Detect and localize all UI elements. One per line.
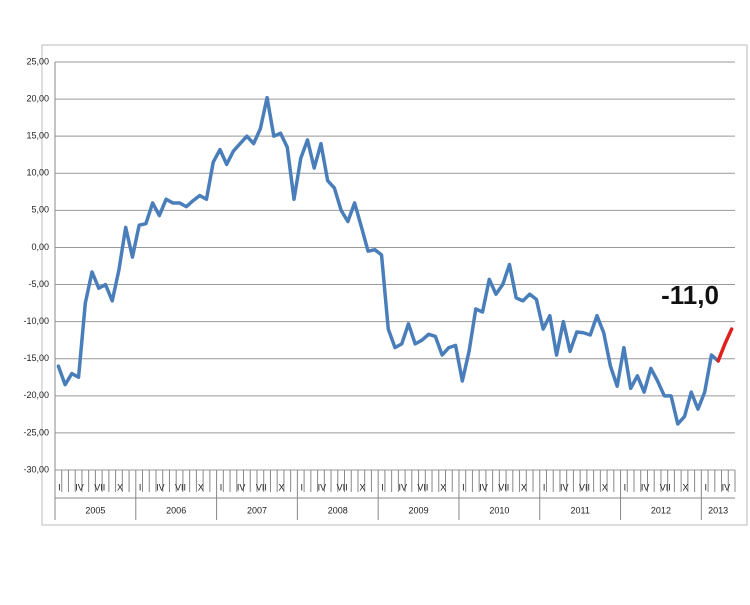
x-tick-label: VII xyxy=(175,482,186,492)
data-line xyxy=(56,95,720,426)
x-tick-label: I xyxy=(381,482,384,492)
x-tick-label: VII xyxy=(337,482,348,492)
x-tick-label: I xyxy=(704,482,707,492)
x-tick-label: I xyxy=(58,482,61,492)
x-tick-label: IV xyxy=(237,482,246,492)
x-tick-label: I xyxy=(543,482,546,492)
x-tick-label: X xyxy=(198,482,204,492)
x-tick-label: IV xyxy=(75,482,84,492)
y-tick-label: -5,00 xyxy=(28,279,49,289)
x-tick-label: IV xyxy=(641,482,650,492)
y-tick-label: 15,00 xyxy=(26,131,49,141)
year-label: 2013 xyxy=(708,505,728,515)
y-tick-label: 10,00 xyxy=(26,168,49,178)
x-tick-label: IV xyxy=(318,482,327,492)
x-tick-label: IV xyxy=(722,482,731,492)
x-tick-label: IV xyxy=(479,482,488,492)
year-label: 2010 xyxy=(489,505,509,515)
x-tick-label: I xyxy=(462,482,465,492)
x-tick-label: IV xyxy=(398,482,407,492)
y-tick-label: -10,00 xyxy=(23,316,49,326)
x-tick-label: I xyxy=(300,482,303,492)
data-line xyxy=(716,327,734,363)
x-tick-label: X xyxy=(279,482,285,492)
y-tick-label: -15,00 xyxy=(23,353,49,363)
x-tick-label: X xyxy=(682,482,688,492)
x-tick-label: VII xyxy=(579,482,590,492)
y-tick-label: -20,00 xyxy=(23,390,49,400)
year-label: 2008 xyxy=(328,505,348,515)
year-label: 2007 xyxy=(247,505,267,515)
y-tick-label: 25,00 xyxy=(26,56,49,66)
y-tick-label: -30,00 xyxy=(23,464,49,474)
x-tick-label: VII xyxy=(660,482,671,492)
x-tick-label: X xyxy=(440,482,446,492)
y-tick-label: -25,00 xyxy=(23,427,49,437)
x-tick-label: X xyxy=(359,482,365,492)
x-tick-label: X xyxy=(602,482,608,492)
x-tick-label: I xyxy=(139,482,142,492)
year-label: 2011 xyxy=(570,505,589,515)
x-tick-label: I xyxy=(220,482,223,492)
x-tick-label: I xyxy=(624,482,627,492)
year-label: 2012 xyxy=(651,505,671,515)
x-tick-label: IV xyxy=(560,482,569,492)
x-tick-label: VII xyxy=(94,482,105,492)
y-tick-label: 20,00 xyxy=(26,93,49,103)
year-label: 2005 xyxy=(85,505,105,515)
y-tick-label: 0,00 xyxy=(31,242,49,252)
y-tick-label: 5,00 xyxy=(31,205,49,215)
x-tick-label: X xyxy=(117,482,123,492)
year-label: 2009 xyxy=(409,505,429,515)
x-tick-label: VII xyxy=(256,482,267,492)
x-tick-label: VII xyxy=(498,482,509,492)
x-tick-label: IV xyxy=(156,482,165,492)
year-label: 2006 xyxy=(166,505,186,515)
x-tick-label: X xyxy=(521,482,527,492)
x-tick-label: VII xyxy=(417,482,428,492)
